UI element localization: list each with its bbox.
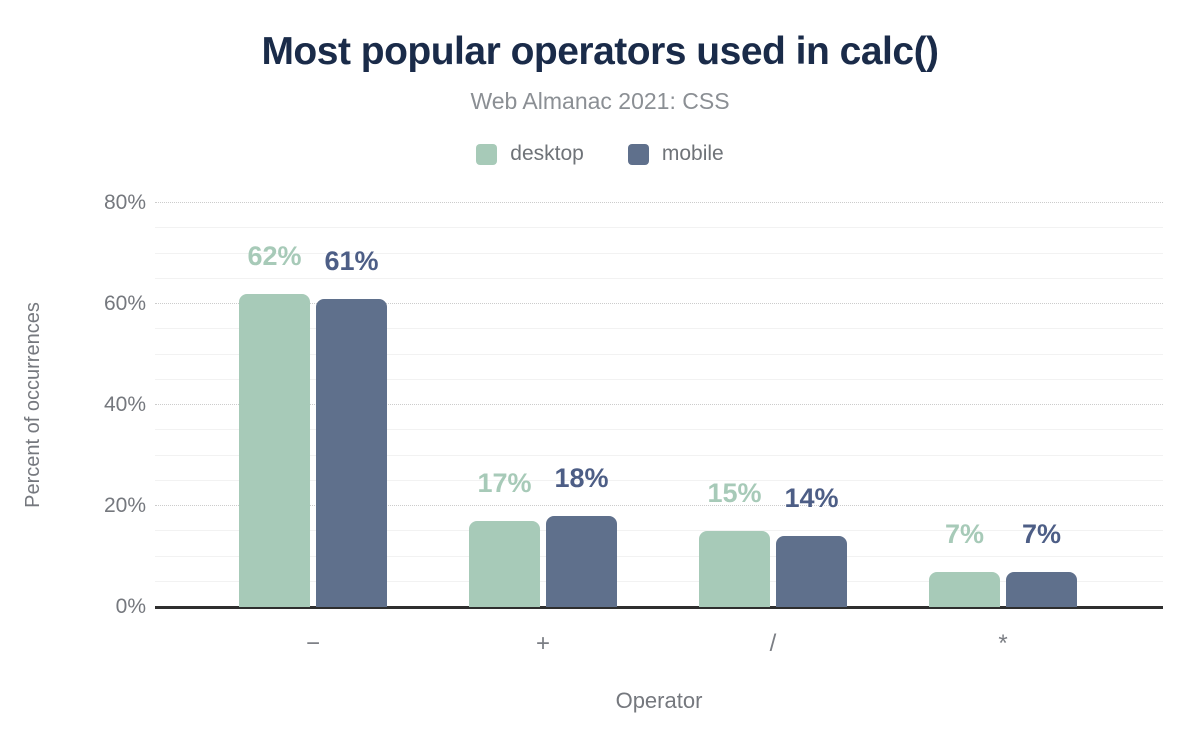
bar-mobile-0 xyxy=(316,298,387,607)
chart-title: Most popular operators used in calc() xyxy=(261,30,939,73)
legend-swatch-icon xyxy=(476,143,498,165)
bar-mobile-2 xyxy=(776,536,847,607)
y-tick-label: 40% xyxy=(103,393,146,416)
y-tick-label: 80% xyxy=(103,191,146,214)
minor-gridline xyxy=(155,580,1163,582)
minor-gridline xyxy=(155,252,1163,254)
value-label-mobile-1: 18% xyxy=(554,463,609,494)
legend-item-desktop: desktop xyxy=(476,142,584,166)
minor-gridline xyxy=(155,530,1163,532)
bar-desktop-1 xyxy=(469,521,540,607)
value-label-mobile-3: 7% xyxy=(1021,518,1062,549)
x-tick-label: * xyxy=(998,630,1008,657)
minor-gridline xyxy=(155,454,1163,456)
bar-desktop-0 xyxy=(239,293,310,607)
major-gridline xyxy=(155,303,1163,304)
x-axis-line xyxy=(155,606,1163,609)
y-axis-title-text: Percent of occurrences xyxy=(22,302,44,508)
legend-item-mobile: mobile xyxy=(627,142,724,166)
minor-gridline xyxy=(155,378,1163,380)
legend-label: mobile xyxy=(661,142,724,165)
major-gridline xyxy=(155,505,1163,506)
minor-gridline xyxy=(155,429,1163,431)
x-tick-label: − xyxy=(305,630,321,657)
y-tick-label: 20% xyxy=(103,494,146,517)
major-gridline xyxy=(155,404,1163,405)
value-label-mobile-0: 61% xyxy=(324,245,379,276)
value-label-desktop-0: 62% xyxy=(247,240,302,271)
minor-gridline xyxy=(155,353,1163,355)
plot-area: 62% 61% 17% 18% 15% 14% 7% 7% xyxy=(155,202,1163,609)
x-tick-label: + xyxy=(535,630,551,657)
legend-label: desktop xyxy=(510,142,584,165)
minor-gridline xyxy=(155,227,1163,229)
minor-gridline xyxy=(155,479,1163,481)
value-label-desktop-1: 17% xyxy=(477,468,532,499)
legend-swatch-icon xyxy=(627,143,649,165)
value-label-mobile-2: 14% xyxy=(784,483,839,514)
value-label-desktop-2: 15% xyxy=(707,478,762,509)
bar-mobile-3 xyxy=(1006,571,1077,607)
minor-gridline xyxy=(155,555,1163,557)
minor-gridline xyxy=(155,328,1163,330)
value-label-desktop-3: 7% xyxy=(944,518,985,549)
bar-desktop-2 xyxy=(699,531,770,607)
bar-desktop-3 xyxy=(929,571,1000,607)
bar-mobile-1 xyxy=(546,516,617,607)
chart-subtitle: Web Almanac 2021: CSS xyxy=(470,88,730,114)
y-tick-label: 60% xyxy=(103,292,146,315)
minor-gridline xyxy=(155,277,1163,279)
y-tick-label: 0% xyxy=(115,595,146,618)
x-tick-label: / xyxy=(769,630,777,657)
major-gridline xyxy=(155,202,1163,203)
legend: desktop mobile xyxy=(0,142,1200,166)
x-axis-title: Operator xyxy=(615,688,703,713)
